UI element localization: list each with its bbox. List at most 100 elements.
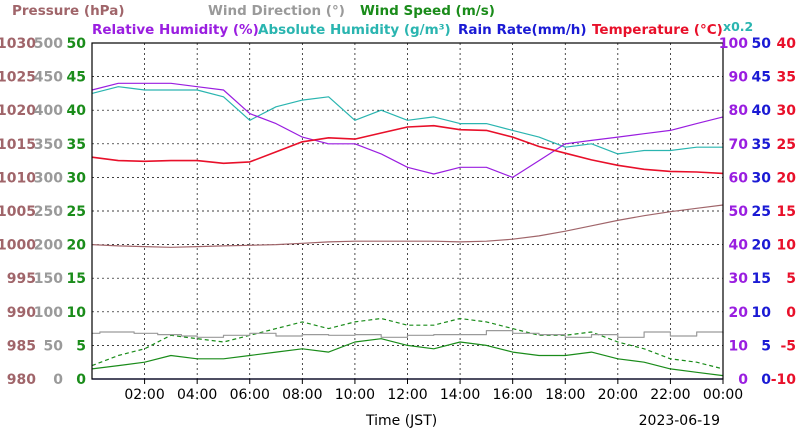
x-tick-label: 04:00	[177, 387, 217, 403]
x-tick-label: 12:00	[387, 387, 427, 403]
tick-label-temperature: -5	[780, 338, 796, 354]
x-tick-label: 22:00	[650, 387, 690, 403]
tick-label-temperature: 30	[777, 103, 797, 119]
tick-label-wind-speed: 30	[67, 170, 87, 186]
tick-label-relative-humidity: 90	[729, 70, 749, 86]
tick-label-rain-rate: 50	[752, 36, 772, 52]
tick-label-temperature: 40	[777, 36, 797, 52]
tick-label-temperature: 5	[786, 271, 796, 287]
tick-label-rain-rate: 10	[752, 305, 772, 321]
tick-label-wind-speed: 45	[67, 70, 86, 86]
x-tick-label: 00:00	[703, 387, 743, 403]
tick-label-wind-direction: 500	[34, 36, 63, 52]
x-tick-label: 02:00	[124, 387, 164, 403]
tick-label-pressure: 1005	[0, 204, 36, 220]
x-tick-label: 14:00	[440, 387, 480, 403]
tick-label-relative-humidity: 0	[738, 372, 748, 388]
title-abs-hum-scale: x0.2	[723, 19, 753, 34]
tick-label-wind-speed: 0	[76, 372, 86, 388]
tick-label-wind-speed: 40	[67, 103, 87, 119]
tick-label-relative-humidity: 10	[729, 338, 749, 354]
grid	[92, 43, 723, 379]
tick-label-wind-speed: 5	[76, 338, 86, 354]
tick-label-temperature: 10	[777, 238, 797, 254]
x-tick-label: 18:00	[545, 387, 585, 403]
tick-label-relative-humidity: 100	[719, 36, 748, 52]
tick-label-rain-rate: 30	[752, 170, 772, 186]
tick-label-wind-direction: 250	[34, 204, 63, 220]
tick-label-relative-humidity: 60	[729, 170, 749, 186]
series-pressure	[91, 204, 724, 248]
tick-label-temperature: 15	[777, 204, 796, 220]
tick-label-pressure: 1030	[0, 36, 36, 52]
tick-label-relative-humidity: 20	[729, 305, 749, 321]
tick-label-wind-direction: 350	[34, 137, 63, 153]
x-tick-label: 16:00	[492, 387, 532, 403]
tick-label-rain-rate: 0	[761, 372, 771, 388]
tick-label-wind-speed: 35	[67, 137, 86, 153]
x-tick-label: 08:00	[282, 387, 322, 403]
axis-pressure: 1030 1025 1020 1015 1010 1005 1000 995 990 985 980	[0, 36, 36, 388]
title-rain-rate: Rain Rate(mm/h)	[458, 22, 587, 38]
tick-label-wind-speed: 15	[67, 271, 86, 287]
date-label: 2023-06-19	[639, 413, 720, 429]
title-relative-humidity: Relative Humidity (%)	[92, 22, 259, 38]
tick-label-wind-direction: 450	[34, 70, 63, 86]
tick-label-temperature: -10	[771, 372, 797, 388]
tick-label-pressure: 980	[7, 372, 36, 388]
x-axis-label: Time (JST)	[365, 413, 437, 429]
tick-label-temperature: 25	[777, 137, 796, 153]
tick-label-wind-speed: 10	[67, 305, 87, 321]
tick-label-pressure: 1010	[0, 170, 36, 186]
tick-label-relative-humidity: 80	[729, 103, 749, 119]
tick-label-pressure: 1025	[0, 70, 36, 86]
title-absolute-humidity: Absolute Humidity (g/m³)	[258, 22, 451, 38]
tick-label-wind-direction: 300	[34, 170, 63, 186]
tick-label-wind-direction: 400	[34, 103, 63, 119]
tick-label-rain-rate: 35	[752, 137, 771, 153]
tick-label-pressure: 985	[7, 338, 36, 354]
tick-label-rain-rate: 20	[752, 238, 772, 254]
title-pressure: Pressure (hPa)	[12, 3, 125, 19]
series-wind-direction	[92, 330, 724, 338]
tick-label-temperature: 35	[777, 70, 796, 86]
tick-label-relative-humidity: 40	[729, 238, 749, 254]
tick-label-temperature: 20	[777, 170, 797, 186]
tick-label-wind-direction: 50	[44, 338, 64, 354]
tick-label-relative-humidity: 50	[729, 204, 749, 220]
x-tick-label: 06:00	[230, 387, 270, 403]
series-relative-humidity	[91, 82, 724, 178]
x-tick-label: 10:00	[335, 387, 375, 403]
x-tick-label: 20:00	[598, 387, 638, 403]
title-temperature: Temperature (°C)	[592, 22, 723, 38]
tick-label-wind-speed: 20	[67, 238, 87, 254]
tick-label-pressure: 1015	[0, 137, 36, 153]
series-absolute-humidity	[91, 86, 723, 155]
series-wind-speed	[91, 338, 724, 377]
tick-label-pressure: 1020	[0, 103, 36, 119]
tick-label-wind-speed: 25	[67, 204, 86, 220]
tick-label-temperature: 0	[786, 305, 796, 321]
tick-label-relative-humidity: 30	[729, 271, 749, 287]
tick-label-relative-humidity: 70	[729, 137, 749, 153]
title-wind-direction: Wind Direction (°)	[208, 3, 345, 19]
tick-label-pressure: 995	[7, 271, 36, 287]
tick-label-pressure: 1000	[0, 238, 36, 254]
tick-label-rain-rate: 15	[752, 271, 771, 287]
tick-label-pressure: 990	[7, 305, 36, 321]
series-wind-speed-gust	[91, 317, 724, 370]
axis-temperature: 40 35 30 25 20 15 10 5 0 -5 -10	[771, 36, 797, 388]
tick-label-wind-direction: 0	[53, 372, 63, 388]
x-axis: 02:00 04:00 06:00 08:00 10:00 12:00 14:00 16:00…	[124, 379, 743, 403]
tick-label-wind-speed: 50	[67, 36, 87, 52]
tick-label-rain-rate: 40	[752, 103, 772, 119]
series-temperature	[91, 124, 724, 175]
tick-label-rain-rate: 5	[761, 338, 771, 354]
title-wind-speed: Wind Speed (m/s)	[360, 3, 495, 19]
tick-label-rain-rate: 45	[752, 70, 771, 86]
